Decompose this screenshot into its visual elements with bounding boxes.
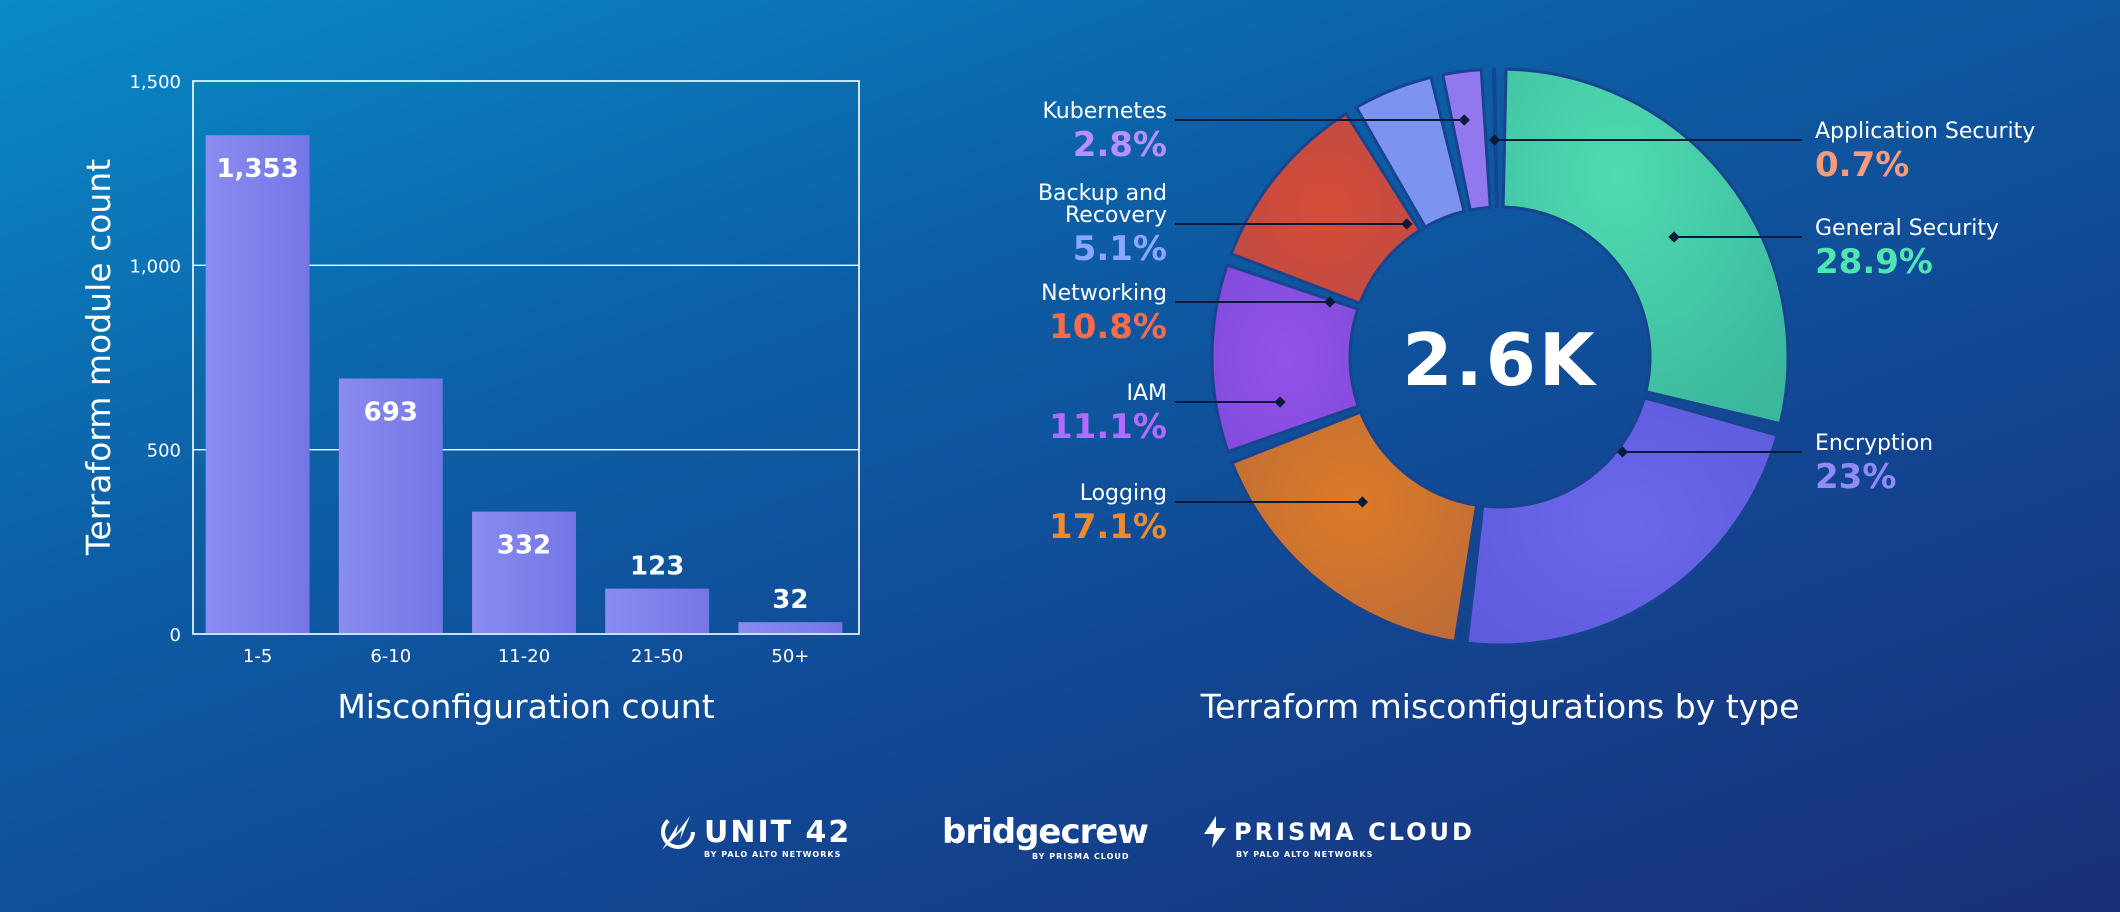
- footer-logos: UNIT 42 BY PALO ALTO NETWORKS bridgecrew…: [0, 800, 2120, 864]
- prisma-cloud-logo: PRISMA CLOUD BY PALO ALTO NETWORKS: [1202, 808, 1475, 859]
- bar: [205, 135, 310, 633]
- bridgecrew-logo: bridgecrew BY PRISMA CLOUD: [942, 808, 1149, 861]
- x-tick-label: 6-10: [370, 646, 411, 667]
- plot-area-frame: [192, 80, 860, 635]
- donut-center-label: 2.6K: [1402, 318, 1597, 402]
- leader-dot: [1616, 446, 1629, 458]
- bar: [338, 378, 443, 633]
- x-tick-label: 50+: [771, 646, 809, 667]
- y-tick-label: 500: [147, 441, 181, 462]
- donut-slice: [1441, 68, 1492, 212]
- leader-dot: [1274, 396, 1286, 408]
- slice-percent-label: 28.9%: [1815, 242, 1933, 282]
- bar-data-label: 693: [364, 398, 418, 428]
- leader-dot: [1324, 296, 1336, 308]
- donut-slice: [1230, 410, 1479, 643]
- donut-slice: [1465, 396, 1779, 647]
- slice-percent-label: 2.8%: [1073, 125, 1167, 165]
- bar: [738, 622, 843, 633]
- leader-dot: [1401, 218, 1413, 230]
- bar: [472, 511, 576, 633]
- y-axis-label: Terraform module count: [79, 159, 118, 556]
- donut-slice: [1210, 263, 1360, 453]
- slice-name-label: Networking: [1041, 281, 1167, 306]
- leader-dot: [1356, 496, 1369, 508]
- bridgecrew-wordmark: bridgecrew: [942, 812, 1149, 852]
- bar: [605, 588, 710, 633]
- donut-slice: [1501, 67, 1790, 426]
- unit42-logo: UNIT 42 BY PALO ALTO NETWORKS: [656, 808, 852, 859]
- y-tick-labels: 0 500 1,000 1,500: [129, 72, 181, 646]
- y-tick-label: 1,500: [129, 72, 181, 93]
- leader-dot: [1668, 231, 1680, 243]
- donut-slices: [1210, 67, 1790, 647]
- leader-dot: [1488, 134, 1501, 146]
- slice-name-label: General Security: [1815, 216, 1999, 241]
- prisma-mark-icon: [1204, 816, 1226, 848]
- donut-title: Terraform misconfigurations by type: [1200, 687, 1800, 726]
- slice-name-label: Encryption: [1815, 431, 1933, 456]
- prisma-sub: BY PALO ALTO NETWORKS: [1236, 850, 1374, 859]
- donut-slice: [1229, 112, 1422, 305]
- slice-name-label: IAM: [1126, 381, 1167, 406]
- donut-slice: [1354, 75, 1466, 229]
- unit42-mark-icon: [661, 815, 695, 850]
- x-tick-label: 21-50: [631, 646, 683, 667]
- slice-percent-label: 23%: [1815, 457, 1896, 497]
- slice-percent-label: 0.7%: [1815, 145, 1909, 185]
- bridgecrew-sub: BY PRISMA CLOUD: [1032, 852, 1130, 861]
- slice-name-label: Application Security: [1815, 119, 2035, 144]
- slice-name-label: Logging: [1080, 481, 1167, 506]
- unit42-wordmark: UNIT 42: [704, 814, 852, 850]
- slice-name-label: Backup and Recovery: [1038, 181, 1167, 228]
- slice-percent-label: 11.1%: [1049, 407, 1167, 447]
- bar-data-label: 1,353: [216, 154, 298, 184]
- y-tick-label: 1,000: [129, 256, 181, 277]
- slice-name-label: Kubernetes: [1042, 99, 1167, 124]
- slice-percent-label: 17.1%: [1049, 507, 1167, 547]
- x-tick-labels: 1-5 6-10 11-20 21-50 50+: [243, 646, 810, 667]
- y-tick-label: 0: [170, 625, 181, 646]
- bar-data-label: 32: [772, 585, 808, 615]
- bars: 1,353 693 332 123 32: [205, 135, 843, 633]
- slice-percent-label: 5.1%: [1073, 229, 1167, 269]
- x-axis-label: Misconfiguration count: [337, 687, 714, 726]
- leader-dot: [1458, 114, 1470, 126]
- slice-percent-label: 10.8%: [1049, 307, 1167, 347]
- leader-lines: [1175, 114, 1802, 508]
- bar-data-label: 123: [630, 552, 684, 582]
- x-tick-label: 1-5: [243, 646, 272, 667]
- x-tick-label: 11-20: [498, 646, 550, 667]
- prisma-wordmark: PRISMA CLOUD: [1234, 818, 1475, 846]
- bar-data-label: 332: [497, 531, 551, 561]
- unit42-sub: BY PALO ALTO NETWORKS: [704, 850, 842, 859]
